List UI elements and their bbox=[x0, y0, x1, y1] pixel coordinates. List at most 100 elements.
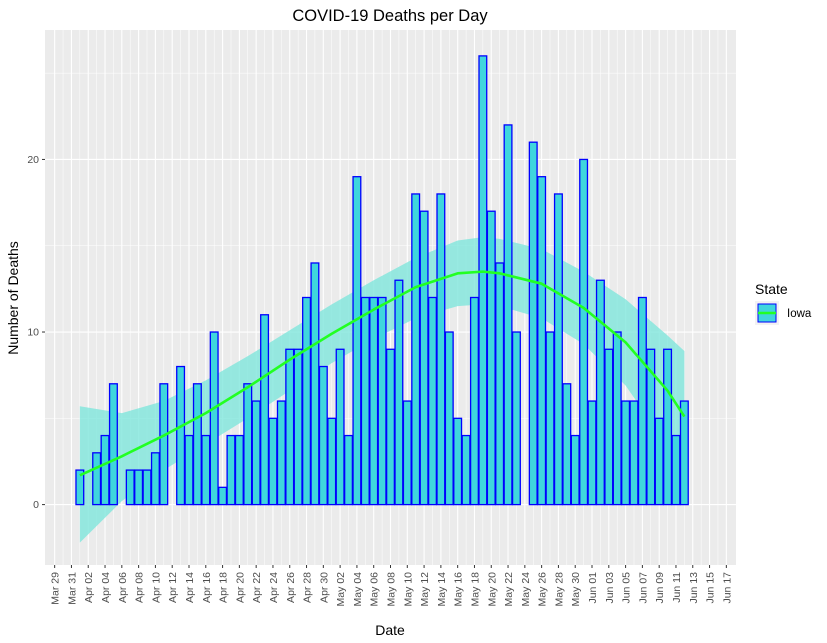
x-tick-label: Apr 18 bbox=[218, 572, 230, 603]
bar bbox=[285, 348, 295, 506]
smooth-line bbox=[79, 270, 686, 477]
bar bbox=[511, 331, 521, 506]
smooth-fit-line bbox=[79, 270, 686, 477]
bar bbox=[461, 434, 471, 506]
x-tick-label: May 20 bbox=[486, 572, 498, 607]
bar bbox=[108, 383, 118, 506]
bar bbox=[612, 331, 622, 506]
x-tick-label: Apr 12 bbox=[167, 572, 179, 603]
bar bbox=[469, 296, 479, 506]
bar bbox=[218, 486, 228, 506]
y-axis-title: Number of Deaths bbox=[5, 241, 21, 355]
bar bbox=[209, 331, 219, 506]
legend: State Iowa bbox=[755, 281, 812, 325]
legend-title: State bbox=[755, 281, 788, 297]
bar bbox=[587, 400, 597, 506]
bar bbox=[260, 314, 270, 506]
bar bbox=[629, 400, 639, 506]
x-tick-label: Apr 28 bbox=[302, 572, 314, 603]
bar bbox=[654, 417, 664, 506]
bar bbox=[226, 434, 236, 506]
x-tick-label: Apr 22 bbox=[251, 572, 263, 603]
bar bbox=[537, 176, 547, 506]
bar bbox=[327, 417, 337, 506]
bar bbox=[553, 193, 563, 506]
x-tick-label: Jun 01 bbox=[587, 572, 599, 604]
x-axis-title: Date bbox=[375, 622, 405, 638]
x-tick-label: Jun 13 bbox=[688, 572, 700, 604]
bar bbox=[293, 348, 303, 506]
y-tick-label: 10 bbox=[27, 327, 39, 339]
bar bbox=[562, 383, 572, 506]
x-tick-label: May 06 bbox=[369, 572, 381, 607]
y-tick-label: 20 bbox=[27, 154, 39, 166]
bar bbox=[276, 400, 286, 506]
bar bbox=[411, 193, 421, 506]
bar bbox=[192, 383, 202, 506]
x-tick-label: Jun 15 bbox=[705, 572, 717, 604]
x-tick-label: Apr 02 bbox=[83, 572, 95, 603]
bar bbox=[125, 469, 135, 506]
bar bbox=[545, 331, 555, 506]
bar bbox=[679, 400, 689, 506]
bar bbox=[478, 55, 488, 506]
x-tick-label: Jun 09 bbox=[654, 572, 666, 604]
bar bbox=[377, 296, 387, 506]
bar bbox=[486, 210, 496, 506]
bar bbox=[251, 400, 261, 506]
x-tick-label: Apr 30 bbox=[318, 572, 330, 603]
y-tick-label: 0 bbox=[33, 499, 39, 511]
x-tick-label: Apr 04 bbox=[100, 572, 112, 603]
bar bbox=[579, 158, 589, 506]
bar bbox=[344, 434, 354, 506]
bar bbox=[495, 262, 505, 506]
chart-title: COVID-19 Deaths per Day bbox=[292, 7, 488, 25]
bar bbox=[646, 348, 656, 506]
x-tick-label: Jun 11 bbox=[671, 572, 683, 603]
bar bbox=[394, 279, 404, 506]
x-tick-label: May 10 bbox=[402, 572, 414, 607]
x-tick-label: Apr 08 bbox=[134, 572, 146, 603]
x-tick-label: May 18 bbox=[469, 572, 481, 607]
bars bbox=[75, 55, 689, 506]
bar bbox=[503, 124, 513, 506]
bar bbox=[528, 141, 538, 506]
bar bbox=[419, 210, 429, 506]
x-tick-label: May 24 bbox=[520, 572, 532, 607]
bar bbox=[621, 400, 631, 506]
x-tick-label: May 14 bbox=[436, 572, 448, 607]
x-tick-label: Jun 17 bbox=[721, 572, 733, 604]
x-tick-label: May 26 bbox=[537, 572, 549, 607]
y-axis: 0 10 20 bbox=[27, 154, 45, 511]
bar bbox=[302, 296, 312, 506]
bar bbox=[234, 434, 244, 506]
bar bbox=[453, 417, 463, 506]
bar bbox=[637, 296, 647, 506]
bar bbox=[604, 348, 614, 506]
bar bbox=[201, 434, 211, 506]
x-tick-label: May 30 bbox=[570, 572, 582, 607]
x-tick-label: May 04 bbox=[352, 572, 364, 607]
bar bbox=[134, 469, 144, 506]
x-tick-label: Mar 29 bbox=[50, 572, 62, 605]
x-tick-label: May 28 bbox=[553, 572, 565, 607]
bar bbox=[444, 331, 454, 506]
legend-label-iowa: Iowa bbox=[787, 308, 812, 320]
x-tick-label: May 12 bbox=[419, 572, 431, 607]
x-tick-label: Apr 20 bbox=[234, 572, 246, 603]
bar bbox=[184, 434, 194, 506]
x-tick-label: Apr 24 bbox=[268, 572, 280, 603]
bar bbox=[159, 383, 169, 506]
bar bbox=[268, 417, 278, 506]
x-tick-label: May 08 bbox=[386, 572, 398, 607]
bar bbox=[142, 469, 152, 506]
x-tick-label: May 16 bbox=[453, 572, 465, 607]
bar bbox=[570, 434, 580, 506]
bar bbox=[243, 383, 253, 506]
x-tick-label: Apr 14 bbox=[184, 572, 196, 603]
bar bbox=[436, 193, 446, 506]
bar bbox=[360, 296, 370, 506]
x-tick-label: Mar 31 bbox=[66, 572, 78, 605]
x-tick-label: May 22 bbox=[503, 572, 515, 607]
